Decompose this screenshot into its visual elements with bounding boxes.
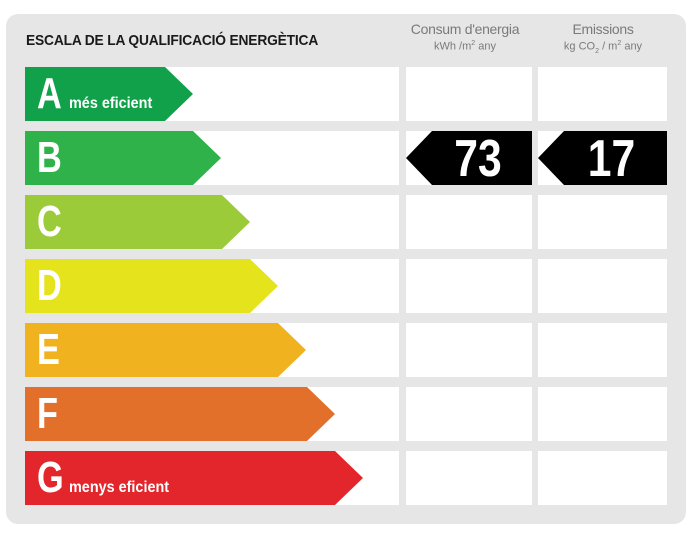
grade-arrow-f	[25, 387, 335, 441]
grade-letter: B	[37, 133, 62, 182]
grade-letter: E	[37, 325, 60, 374]
emissions-heading: Emissions	[572, 21, 634, 37]
grade-sublabel: menys eficient	[69, 479, 170, 496]
emissions-value-cell: 17	[538, 130, 667, 188]
emissions-value-cell	[538, 451, 667, 505]
grade-arrow-b	[25, 131, 221, 185]
grade-letter: C	[37, 197, 62, 246]
grade-sublabel: més eficient	[69, 95, 153, 112]
consum-value-cell	[406, 67, 532, 121]
emissions-value: 17	[587, 130, 636, 188]
grade-arrow-g	[25, 451, 363, 505]
emissions-value-cell	[538, 67, 667, 121]
consum-heading: Consum d'energia	[410, 21, 520, 37]
consum-column-header: Consum d'energia kWh /m2 any	[406, 21, 524, 53]
grade-arrow-d	[25, 259, 278, 313]
consum-value: 73	[454, 130, 502, 188]
consum-unit: kWh /m2 any	[434, 40, 496, 53]
grade-arrow-a	[25, 67, 193, 121]
consum-value-cell	[406, 387, 532, 441]
grade-letter: A	[37, 69, 62, 118]
page-title: ESCALA DE LA QUALIFICACIÓ ENERGÈTICA	[26, 32, 319, 49]
emissions-value-cell	[538, 259, 667, 313]
emissions-value-cell	[538, 387, 667, 441]
consum-value-cell	[406, 451, 532, 505]
grade-letter: G	[37, 453, 64, 502]
emissions-marker	[538, 131, 667, 185]
grade-arrow-c	[25, 195, 250, 249]
consum-value-cell	[406, 259, 532, 313]
consum-marker	[406, 131, 532, 185]
grade-letter: D	[37, 261, 62, 310]
emissions-column-header: Emissions kg CO2 / m2 any	[538, 21, 668, 55]
consum-value-cell: 73	[406, 130, 532, 188]
emissions-value-cell	[538, 195, 667, 249]
emissions-unit: kg CO2 / m2 any	[563, 40, 643, 55]
grade-arrow-e	[25, 323, 306, 377]
emissions-value-cell	[538, 323, 667, 377]
grade-letter: F	[37, 389, 58, 438]
consum-value-cell	[406, 323, 532, 377]
consum-value-cell	[406, 195, 532, 249]
